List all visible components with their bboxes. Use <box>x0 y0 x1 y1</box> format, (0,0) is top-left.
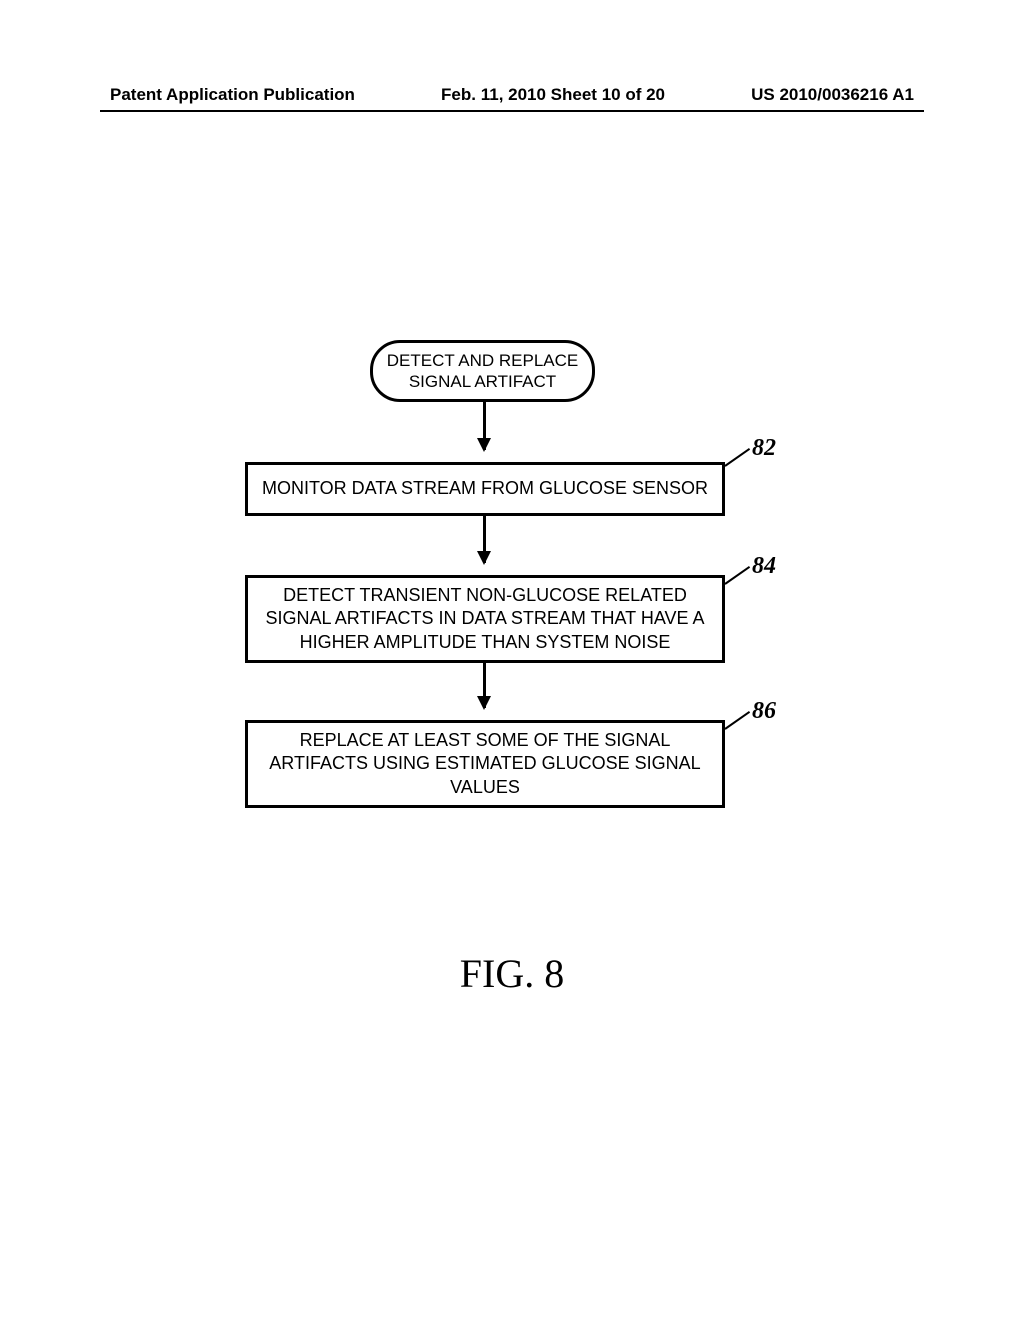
flow-node-start-label: DETECT AND REPLACE SIGNAL ARTIFACT <box>383 350 582 393</box>
ref-line-84 <box>724 566 750 585</box>
flow-node-84: DETECT TRANSIENT NON-GLUCOSE RELATED SIG… <box>245 575 725 663</box>
figure-caption: FIG. 8 <box>0 950 1024 997</box>
ref-label-86: 86 <box>752 698 776 725</box>
ref-label-84: 84 <box>752 553 776 580</box>
ref-label-82: 82 <box>752 435 776 462</box>
flow-node-82: MONITOR DATA STREAM FROM GLUCOSE SENSOR <box>245 462 725 516</box>
patent-page: Patent Application Publication Feb. 11, … <box>0 0 1024 1320</box>
header-center: Feb. 11, 2010 Sheet 10 of 20 <box>441 85 665 105</box>
flow-node-86: REPLACE AT LEAST SOME OF THE SIGNAL ARTI… <box>245 720 725 808</box>
flow-node-start: DETECT AND REPLACE SIGNAL ARTIFACT <box>370 340 595 402</box>
page-header: Patent Application Publication Feb. 11, … <box>0 85 1024 105</box>
ref-line-82 <box>724 448 750 467</box>
flow-node-84-label: DETECT TRANSIENT NON-GLUCOSE RELATED SIG… <box>256 584 714 654</box>
ref-line-86 <box>724 711 750 730</box>
header-left: Patent Application Publication <box>110 85 355 105</box>
flow-node-86-label: REPLACE AT LEAST SOME OF THE SIGNAL ARTI… <box>256 729 714 799</box>
flow-node-82-label: MONITOR DATA STREAM FROM GLUCOSE SENSOR <box>262 477 708 500</box>
flow-arrow <box>483 402 486 450</box>
flow-arrow <box>483 663 486 708</box>
flow-arrow <box>483 516 486 563</box>
header-right: US 2010/0036216 A1 <box>751 85 914 105</box>
header-rule <box>100 110 924 112</box>
